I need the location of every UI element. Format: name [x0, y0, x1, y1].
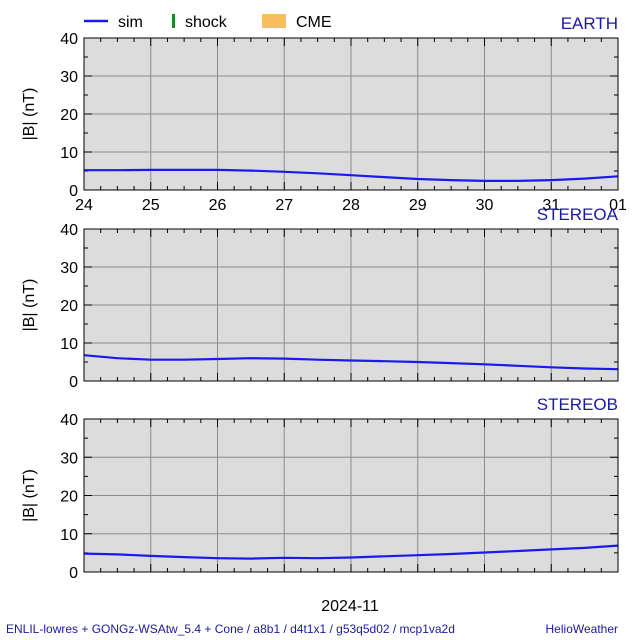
x-tick-label: 25: [142, 197, 160, 214]
plot-frame: [83, 418, 619, 573]
y-tick-label: 0: [69, 183, 78, 200]
legend-cme-swatch: [262, 14, 286, 28]
panel-stereoa: 0 10 20 30 40 |B| (nT) STEREOA: [21, 205, 619, 391]
x-tick-label: 31: [542, 197, 560, 214]
y-tick-label: 40: [60, 412, 78, 429]
y-axis-label: |B| (nT): [21, 279, 38, 332]
y-tick-label: 20: [60, 489, 78, 506]
y-axis-label: |B| (nT): [21, 469, 38, 522]
plot-frame: [83, 37, 619, 191]
legend-shock-swatch: [172, 14, 175, 28]
x-tick-label: 26: [209, 197, 227, 214]
plot-frame: [83, 228, 619, 382]
panel-earth: 24 25 26 27 28 29 30 31 01 0 10 20 30 40 |B| (nT) EARTH: [21, 14, 627, 214]
x-tick-label: 28: [342, 197, 360, 214]
x-tick-label: 29: [409, 197, 427, 214]
y-tick-label: 10: [60, 336, 78, 353]
legend-sim-label: sim: [118, 14, 143, 31]
y-tick-label: 20: [60, 298, 78, 315]
panel-title: STEREOB: [537, 395, 618, 414]
y-axis-label: |B| (nT): [21, 88, 38, 141]
y-tick-label: 20: [60, 107, 78, 124]
y-tick-label: 40: [60, 31, 78, 48]
y-tick-label: 10: [60, 527, 78, 544]
y-tick-label: 30: [60, 69, 78, 86]
y-tick-label: 30: [60, 260, 78, 277]
panel-title: STEREOA: [537, 205, 619, 224]
y-tick-label: 30: [60, 450, 78, 467]
y-tick-label: 10: [60, 145, 78, 162]
x-tick-label: 27: [275, 197, 293, 214]
legend-shock-label: shock: [185, 14, 228, 31]
x-tick-label: 24: [75, 197, 93, 214]
panel-title: EARTH: [561, 14, 618, 33]
x-axis-title: 2024-11: [321, 598, 379, 615]
x-tick-label: 30: [476, 197, 494, 214]
legend-cme-label: CME: [296, 14, 332, 31]
y-tick-label: 40: [60, 222, 78, 239]
footer-brand: HelioWeather: [546, 622, 618, 636]
series-line-sim: [83, 354, 619, 371]
x-tick-label: 01: [609, 197, 627, 214]
footer-model-info: ENLIL-lowres + GONGz-WSAtw_5.4 + Cone / …: [6, 622, 455, 636]
panel-stereob: 0 10 20 30 40 |B| (nT) STEREOB: [21, 395, 619, 582]
legend: sim shock CME: [84, 14, 332, 31]
y-tick-label: 0: [69, 565, 78, 582]
y-tick-label: 0: [69, 374, 78, 391]
series-line-sim: [83, 544, 619, 560]
series-line-sim: [84, 168, 619, 182]
